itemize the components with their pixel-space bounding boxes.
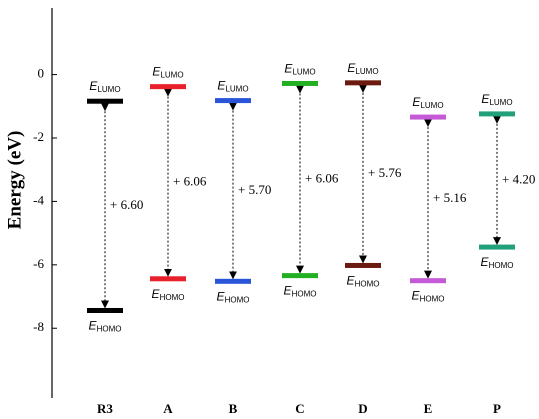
level-label: ELUMO bbox=[284, 62, 315, 77]
homo-level bbox=[150, 276, 186, 282]
level-sub: LUMO bbox=[489, 98, 512, 107]
lumo-level bbox=[345, 80, 381, 86]
level-label: ELUMO bbox=[217, 79, 248, 94]
level-label: EHOMO bbox=[152, 287, 185, 302]
x-tick-label: P bbox=[493, 401, 501, 416]
level-sub: HOMO bbox=[489, 261, 514, 270]
level-sub: HOMO bbox=[292, 290, 317, 299]
level-label: EHOMO bbox=[412, 289, 445, 304]
level-sub: LUMO bbox=[292, 68, 315, 77]
level-label: EHOMO bbox=[481, 255, 514, 270]
level-label: ELUMO bbox=[347, 61, 378, 76]
level-label: ELUMO bbox=[89, 79, 120, 94]
level-label: EHOMO bbox=[89, 319, 122, 334]
level-label: EHOMO bbox=[284, 284, 317, 299]
level-sub: HOMO bbox=[225, 295, 250, 304]
level-symbol: E bbox=[152, 65, 161, 79]
gap-label: + 5.76 bbox=[368, 165, 402, 180]
homo-level bbox=[87, 307, 123, 313]
level-symbol: E bbox=[152, 287, 161, 301]
homo-level bbox=[215, 278, 251, 284]
level-sub: LUMO bbox=[160, 71, 183, 80]
y-axis-label: Energy (eV) bbox=[4, 131, 25, 230]
level-sub: LUMO bbox=[97, 85, 120, 94]
y-tick-label: -2 bbox=[33, 129, 44, 144]
homo-level bbox=[410, 278, 446, 284]
level-symbol: E bbox=[481, 92, 490, 106]
homo-level bbox=[345, 262, 381, 268]
level-symbol: E bbox=[481, 255, 490, 269]
level-label: ELUMO bbox=[412, 95, 443, 110]
lumo-level bbox=[410, 114, 446, 120]
lumo-level bbox=[150, 84, 186, 90]
y-tick-label: -4 bbox=[33, 192, 44, 207]
level-sub: LUMO bbox=[420, 101, 443, 110]
level-sub: HOMO bbox=[420, 295, 445, 304]
x-tick-label: C bbox=[295, 401, 304, 416]
lumo-level bbox=[282, 80, 318, 86]
level-symbol: E bbox=[89, 319, 98, 333]
lumo-level bbox=[479, 111, 515, 117]
x-tick-label: E bbox=[424, 401, 433, 416]
level-symbol: E bbox=[284, 62, 293, 76]
level-symbol: E bbox=[217, 79, 226, 93]
level-label: ELUMO bbox=[152, 65, 183, 80]
lumo-level bbox=[87, 98, 123, 104]
level-symbol: E bbox=[284, 284, 293, 298]
level-sub: HOMO bbox=[160, 293, 185, 302]
level-label: EHOMO bbox=[217, 289, 250, 304]
gap-label: + 5.70 bbox=[238, 182, 271, 197]
level-symbol: E bbox=[412, 289, 421, 303]
lumo-level bbox=[215, 98, 251, 104]
level-symbol: E bbox=[412, 95, 421, 109]
level-symbol: E bbox=[217, 289, 226, 303]
level-label: ELUMO bbox=[481, 92, 512, 107]
x-tick-label: R3 bbox=[97, 401, 113, 416]
level-sub: HOMO bbox=[97, 325, 122, 334]
level-symbol: E bbox=[347, 274, 356, 288]
x-tick-label: A bbox=[163, 401, 173, 416]
level-label: EHOMO bbox=[347, 274, 380, 289]
level-sub: LUMO bbox=[225, 85, 248, 94]
x-tick-label: B bbox=[229, 401, 238, 416]
level-symbol: E bbox=[347, 61, 356, 75]
homo-level bbox=[282, 273, 318, 279]
gap-label: + 5.16 bbox=[433, 190, 467, 205]
gap-label: + 6.06 bbox=[173, 174, 207, 189]
level-symbol: E bbox=[89, 79, 98, 93]
gap-label: + 6.60 bbox=[110, 197, 143, 212]
gap-label: + 4.20 bbox=[502, 171, 535, 186]
y-tick-label: 0 bbox=[38, 66, 45, 81]
x-tick-label: D bbox=[358, 401, 367, 416]
homo-level bbox=[479, 244, 515, 250]
level-sub: LUMO bbox=[355, 67, 378, 76]
y-tick-label: -8 bbox=[33, 319, 44, 334]
level-sub: HOMO bbox=[355, 280, 380, 289]
y-tick-label: -6 bbox=[33, 256, 44, 271]
gap-label: + 6.06 bbox=[305, 171, 339, 186]
